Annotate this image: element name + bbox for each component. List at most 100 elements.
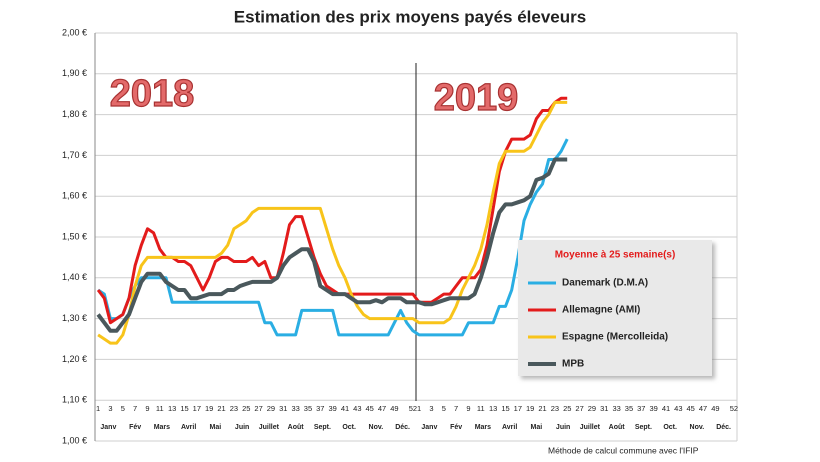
month-label: Oct. — [342, 424, 356, 431]
y-tick-label: 1,00 € — [62, 435, 87, 445]
x-tick-label: 39 — [328, 404, 336, 413]
x-tick-label: 25 — [563, 404, 571, 413]
x-tick-label: 45 — [366, 404, 374, 413]
year-label: 2018 — [110, 73, 195, 115]
month-label: Nov. — [369, 424, 384, 431]
month-label: Juin — [556, 424, 570, 431]
x-tick-label: 47 — [699, 404, 707, 413]
month-label: Sept. — [314, 424, 331, 431]
series-line — [96, 96, 568, 325]
month-label: Avril — [181, 424, 196, 431]
month-label: Fév — [450, 424, 462, 431]
x-tick-label: 27 — [575, 404, 583, 413]
x-tick-label: 7 — [133, 404, 137, 413]
x-tick-label: 11 — [156, 404, 164, 413]
legend-box — [518, 240, 712, 376]
y-tick-label: 2,00 € — [62, 27, 87, 37]
x-tick-label: 17 — [514, 404, 522, 413]
month-label: Sept. — [635, 424, 652, 431]
x-tick-label: 43 — [353, 404, 361, 413]
x-tick-label: 37 — [637, 404, 645, 413]
x-tick-label: 49 — [390, 404, 398, 413]
x-tick-label: 13 — [489, 404, 497, 413]
month-label: Fév — [129, 424, 141, 431]
x-tick-label: 11 — [477, 404, 485, 413]
x-tick-label: 31 — [600, 404, 608, 413]
month-label: Avril — [502, 424, 517, 431]
month-label: Mai — [210, 424, 222, 431]
x-tick-label: 5 — [442, 404, 446, 413]
y-tick-label: 1,90 € — [62, 68, 87, 78]
month-label: Juillet — [580, 424, 601, 431]
y-tick-label: 1,40 € — [62, 272, 87, 282]
x-tick-label: 19 — [205, 404, 213, 413]
legend-label: Allemagne (AMI) — [562, 305, 640, 316]
y-tick-label: 1,50 € — [62, 231, 87, 241]
month-label: Mars — [154, 424, 170, 431]
x-tick-label: 1 — [417, 404, 421, 413]
legend: Moyenne à 25 semaine(s) Danemark (D.M.A) A… — [518, 240, 712, 376]
series-line — [96, 157, 568, 333]
series-line — [97, 100, 568, 345]
y-tick-label: 1,10 € — [62, 395, 87, 405]
series-line — [97, 138, 569, 337]
x-tick-label: 35 — [625, 404, 633, 413]
x-tick-label: 29 — [588, 404, 596, 413]
y-tick-label: 1,20 € — [62, 354, 87, 364]
month-label: Juillet — [259, 424, 280, 431]
x-tick-label: 9 — [145, 404, 149, 413]
x-tick-label: 45 — [687, 404, 695, 413]
x-tick-label: 33 — [612, 404, 620, 413]
month-label: Mai — [531, 424, 543, 431]
x-tick-label: 15 — [501, 404, 509, 413]
x-tick-label: 27 — [254, 404, 262, 413]
legend-label: Danemark (D.M.A) — [562, 278, 648, 289]
x-tick-label: 31 — [279, 404, 287, 413]
y-tick-label: 1,80 € — [62, 109, 87, 119]
year-label: 2019 — [434, 77, 519, 119]
legend-label: Espagne (Mercolleida) — [562, 332, 668, 343]
legend-label: MPB — [562, 359, 584, 370]
x-tick-label: 29 — [267, 404, 275, 413]
x-tick-label: 3 — [108, 404, 112, 413]
x-tick-label: 35 — [304, 404, 312, 413]
x-tick-label: 23 — [551, 404, 559, 413]
month-label: Déc. — [395, 424, 410, 431]
chart-title: Estimation des prix moyens payés éleveur… — [234, 7, 586, 26]
x-tick-label: 33 — [291, 404, 299, 413]
x-tick-label: 41 — [662, 404, 670, 413]
month-label: Mars — [475, 424, 491, 431]
x-tick-label: 9 — [466, 404, 470, 413]
month-label: Nov. — [690, 424, 705, 431]
x-tick-label: 7 — [454, 404, 458, 413]
x-tick-label: 19 — [526, 404, 534, 413]
y-tick-label: 1,60 € — [62, 191, 87, 201]
y-tick-label: 1,70 € — [62, 150, 87, 160]
legend-title: Moyenne à 25 semaine(s) — [555, 250, 676, 261]
month-label: Janv — [421, 424, 437, 431]
x-tick-label: 1 — [96, 404, 100, 413]
x-tick-label: 5 — [121, 404, 125, 413]
y-tick-label: 1,30 € — [62, 313, 87, 323]
x-tick-label: 37 — [316, 404, 324, 413]
month-label: Déc. — [716, 424, 731, 431]
month-label: Août — [288, 424, 305, 431]
x-tick-label: 39 — [649, 404, 657, 413]
x-tick-label: 21 — [538, 404, 546, 413]
x-tick-label: 43 — [674, 404, 682, 413]
x-tick-label: 49 — [711, 404, 719, 413]
x-tick-label: 17 — [193, 404, 201, 413]
x-tick-label: 13 — [168, 404, 176, 413]
x-tick-label: 41 — [341, 404, 349, 413]
x-tick-label: 25 — [242, 404, 250, 413]
x-tick-label: 3 — [429, 404, 433, 413]
x-tick-label: 52 — [730, 404, 738, 413]
month-label: Janv — [100, 424, 116, 431]
x-tick-label: 23 — [230, 404, 238, 413]
footnote: Méthode de calcul commune avec l'IFIP — [548, 445, 699, 455]
month-label: Août — [609, 424, 626, 431]
x-tick-label: 21 — [217, 404, 225, 413]
month-label: Oct. — [663, 424, 677, 431]
x-tick-label: 52 — [409, 404, 417, 413]
